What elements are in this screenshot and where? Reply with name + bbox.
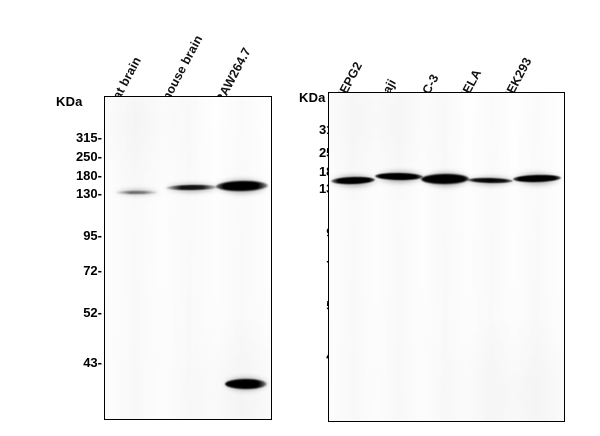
mw-value: 52 [83,305,98,320]
mw-tick: - [97,130,102,145]
mw-label-180-left: 180- [56,168,102,183]
mw-value: 130 [75,186,98,201]
right-blot-panel [328,92,565,422]
kda-header-right: KDa [299,90,326,105]
mw-label-315-left: 315- [56,130,102,145]
mw-value: 43 [83,355,98,370]
mw-label-52-left: 52- [56,305,102,320]
mw-value: 250 [75,149,98,164]
mw-label-95-left: 95- [56,228,102,243]
right-blot-membrane [329,93,564,421]
mw-tick: - [97,355,102,370]
mw-value: 315 [75,130,98,145]
mw-tick: - [97,228,102,243]
kda-header-left: KDa [56,94,83,109]
mw-label-72-left: 72- [56,263,102,278]
mw-label-250-left: 250- [56,149,102,164]
mw-tick: - [97,149,102,164]
mw-tick: - [97,263,102,278]
mw-label-43-left: 43- [56,355,102,370]
mw-value: 72 [83,263,98,278]
mw-label-130-left: 130- [56,186,102,201]
left-blot-panel [104,96,272,420]
mw-tick: - [97,305,102,320]
mw-tick: - [97,168,102,183]
mw-value: 95 [83,228,98,243]
left-blot-membrane [105,97,271,419]
mw-value: 180 [75,168,98,183]
mw-tick: - [97,186,102,201]
